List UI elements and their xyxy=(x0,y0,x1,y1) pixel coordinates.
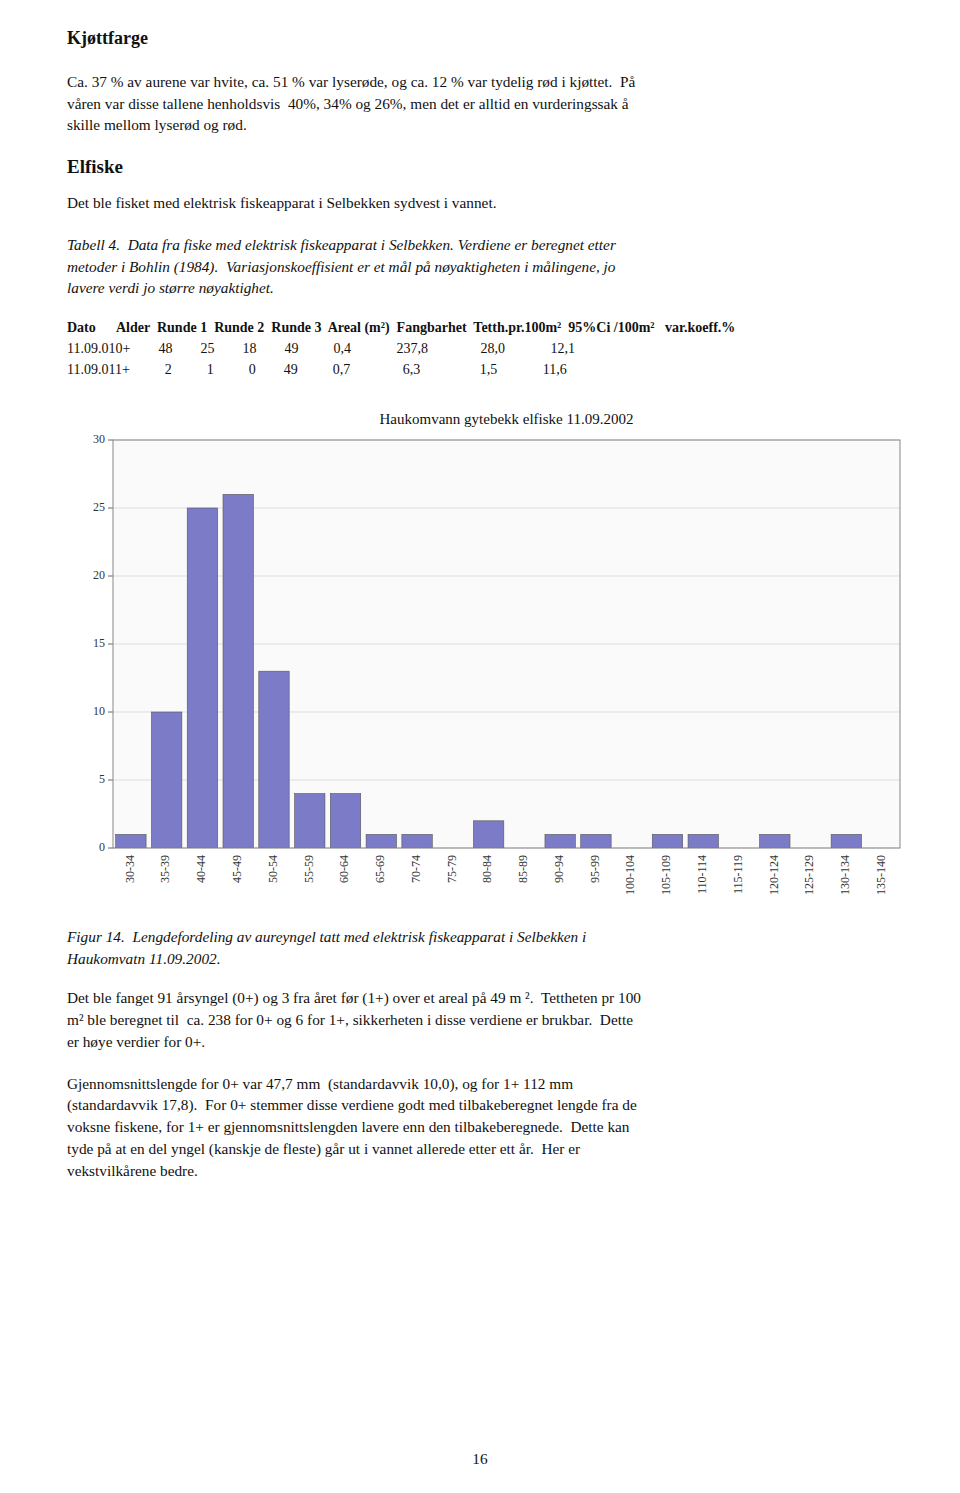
table-row: 11.09.011+ 2 1 0 49 0,7 6,3 1,5 11,6 xyxy=(67,359,912,380)
bar xyxy=(545,834,575,848)
x-axis: 30-34 35-39 40-44 45-49 50-54 55-59 60-64 65-69… xyxy=(123,855,888,895)
x-tick-label: 95-99 xyxy=(588,855,602,883)
bar xyxy=(187,508,217,848)
x-tick-label: 45-49 xyxy=(230,855,244,883)
grid xyxy=(113,440,900,848)
y-tick xyxy=(108,644,113,645)
x-tick-label: 105-109 xyxy=(659,855,673,895)
y-tick xyxy=(108,848,113,849)
y-tick-label: 20 xyxy=(93,568,105,582)
y-tick xyxy=(108,712,113,713)
table: Dato Alder Runde 1 Runde 2 Runde 3 Areal… xyxy=(67,317,912,380)
y-axis: 0 5 10 15 20 25 30 xyxy=(93,432,113,854)
y-tick-label: 30 xyxy=(93,432,105,446)
x-tick-label: 60-64 xyxy=(337,855,351,883)
x-tick-label: 35-39 xyxy=(158,855,172,883)
bar xyxy=(116,834,146,848)
x-tick-label: 90-94 xyxy=(552,855,566,883)
bar xyxy=(402,834,432,848)
y-tick-label: 15 xyxy=(93,636,105,650)
paragraph: Gjennomsnittslengde for 0+ var 47,7 mm (… xyxy=(67,1073,912,1182)
x-tick-label: 50-54 xyxy=(266,855,280,883)
x-tick-label: 75-79 xyxy=(445,855,459,883)
y-tick-label: 10 xyxy=(93,704,105,718)
y-tick xyxy=(108,440,113,441)
paragraph: Det ble fisket med elektrisk fiskeappara… xyxy=(67,192,912,214)
table-header: Dato Alder Runde 1 Runde 2 Runde 3 Areal… xyxy=(67,317,912,338)
page-number: 16 xyxy=(0,1450,960,1468)
chart-title: Haukomvann gytebekk elfiske 11.09.2002 xyxy=(380,411,634,427)
page-title: Kjøttfarge xyxy=(67,28,912,49)
bar xyxy=(223,494,253,848)
x-tick-label: 40-44 xyxy=(194,855,208,883)
y-tick-label: 5 xyxy=(99,772,105,786)
table-row: 11.09.010+ 48 25 18 49 0,4 237,8 28,0 12… xyxy=(67,338,912,359)
section-title: Elfiske xyxy=(67,156,912,178)
y-tick xyxy=(108,576,113,577)
x-tick-label: 130-134 xyxy=(838,855,852,895)
table-caption: Tabell 4. Data fra fiske med elektrisk f… xyxy=(67,234,912,299)
bar xyxy=(151,712,181,848)
bar xyxy=(330,794,360,848)
bar xyxy=(259,671,289,848)
x-tick-label: 120-124 xyxy=(767,855,781,895)
bar xyxy=(581,834,611,848)
y-tick-label: 25 xyxy=(93,500,105,514)
paragraph: Det ble fanget 91 årsyngel (0+) og 3 fra… xyxy=(67,987,912,1052)
page: Kjøttfarge Ca. 37 % av aurene var hvite, … xyxy=(67,28,912,1201)
plot-frame xyxy=(113,440,900,848)
x-tick-label: 30-34 xyxy=(123,855,137,883)
y-tick xyxy=(108,508,113,509)
y-tick-label: 0 xyxy=(99,840,105,854)
bar xyxy=(366,834,396,848)
x-tick-label: 70-74 xyxy=(409,855,423,883)
x-tick-label: 80-84 xyxy=(480,855,494,883)
y-tick xyxy=(108,780,113,781)
paragraph: Ca. 37 % av aurene var hvite, ca. 51 % v… xyxy=(67,71,912,136)
bar xyxy=(295,794,325,848)
plot-area xyxy=(113,440,900,848)
bars xyxy=(116,494,862,848)
x-tick-label: 65-69 xyxy=(373,855,387,883)
x-tick-label: 100-104 xyxy=(623,855,637,895)
bar-chart: 0 5 10 15 20 25 30 30-34 35-39 40-44 45-49 50-54 55-… xyxy=(67,402,912,912)
bar xyxy=(831,834,861,848)
x-tick-label: 55-59 xyxy=(302,855,316,883)
x-tick-label: 115-119 xyxy=(731,855,745,894)
bar xyxy=(760,834,790,848)
x-tick-label: 125-129 xyxy=(802,855,816,895)
x-tick-label: 135-140 xyxy=(874,855,888,895)
bar xyxy=(652,834,682,848)
bar xyxy=(473,821,503,848)
figure-caption: Figur 14. Lengdefordeling av aureyngel t… xyxy=(67,926,912,969)
x-tick-label: 110-114 xyxy=(695,855,709,894)
x-tick-label: 85-89 xyxy=(516,855,530,883)
bar xyxy=(688,834,718,848)
